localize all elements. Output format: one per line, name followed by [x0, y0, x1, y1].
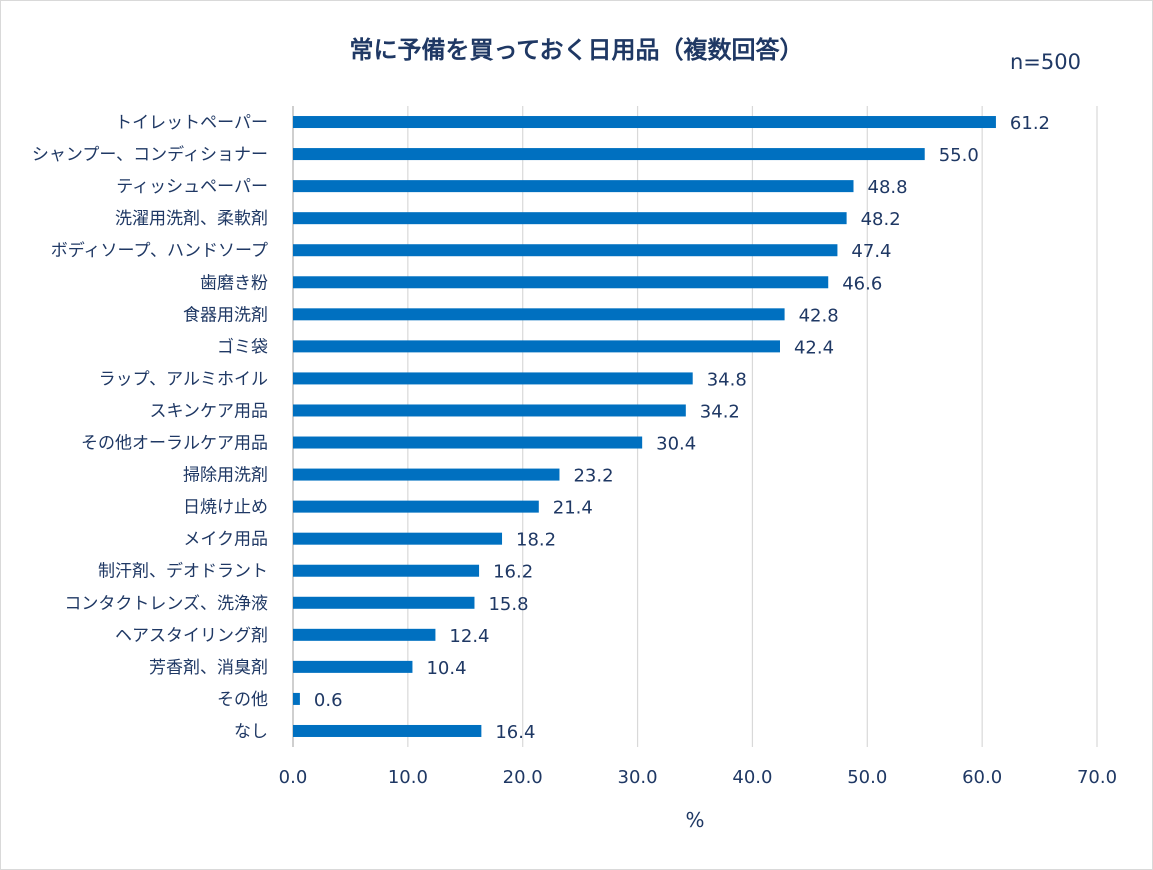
x-tick-label: 0.0: [279, 767, 308, 788]
data-label: 0.6: [314, 690, 343, 711]
data-label: 61.2: [1010, 113, 1050, 134]
category-label: コンタクトレンズ、洗浄液: [64, 594, 268, 614]
bar: [293, 596, 475, 609]
category-label: 食器用洗剤: [183, 305, 268, 325]
data-label: 12.4: [449, 626, 489, 647]
category-label: 洗濯用洗剤、柔軟剤: [115, 209, 268, 229]
bar: [293, 308, 785, 321]
sample-size-annotation: n=500: [1010, 50, 1081, 74]
data-label: 21.4: [553, 498, 593, 519]
x-tick-label: 10.0: [388, 767, 428, 788]
category-label: ボディソープ、ハンドソープ: [51, 240, 268, 261]
data-label: 48.2: [861, 209, 901, 230]
bar: [293, 244, 838, 257]
chart-title: 常に予備を買っておく日用品（複数回答）: [349, 36, 804, 64]
x-tick-label: 50.0: [847, 767, 887, 788]
bar: [293, 500, 539, 513]
data-label: 46.6: [842, 273, 882, 294]
data-label: 15.8: [488, 594, 528, 615]
category-label: 日焼け止め: [183, 498, 268, 518]
data-label: 47.4: [851, 241, 891, 262]
category-label: ヘアスタイリング剤: [115, 626, 268, 646]
x-tick-label: 60.0: [962, 767, 1002, 788]
data-label: 55.0: [939, 145, 979, 166]
x-tick-label: 30.0: [618, 767, 658, 788]
data-label: 34.8: [707, 369, 747, 390]
category-label: トイレットペーパー: [115, 113, 268, 133]
bar: [293, 628, 436, 641]
category-label: 芳香剤、消臭剤: [149, 658, 268, 678]
bar: [293, 724, 482, 737]
data-label: 10.4: [426, 658, 466, 679]
category-label: シャンプー、コンディショナー: [32, 144, 268, 165]
bar: [293, 532, 503, 545]
x-tick-label: 20.0: [503, 767, 543, 788]
bar: [293, 404, 686, 417]
bar: [293, 340, 780, 353]
category-label: ラップ、アルミホイル: [99, 369, 268, 389]
bar: [293, 660, 413, 673]
bar: [293, 468, 560, 481]
category-label: その他: [217, 690, 268, 710]
data-label: 23.2: [573, 466, 613, 487]
data-label: 42.8: [799, 305, 839, 326]
data-label: 18.2: [516, 530, 556, 551]
bar: [293, 212, 847, 225]
bar: [293, 564, 480, 577]
x-axis-label: %: [685, 808, 705, 832]
bar: [293, 692, 300, 705]
data-label: 30.4: [656, 434, 696, 455]
data-label: 48.8: [868, 177, 908, 198]
bar: [293, 372, 693, 385]
category-label: ティッシュペーパー: [116, 177, 268, 197]
category-label: 掃除用洗剤: [183, 466, 268, 486]
data-label: 16.2: [493, 562, 533, 583]
x-tick-label: 70.0: [1077, 767, 1117, 788]
bar: [293, 436, 643, 449]
data-label: 34.2: [700, 401, 740, 422]
x-tick-label: 40.0: [732, 767, 772, 788]
bar: [293, 116, 996, 129]
category-label: 歯磨き粉: [200, 273, 268, 293]
data-label: 42.4: [794, 337, 834, 358]
data-label: 16.4: [495, 722, 535, 743]
category-label: なし: [234, 722, 268, 742]
bar: [293, 148, 925, 161]
category-label: ゴミ袋: [217, 336, 268, 357]
category-label: スキンケア用品: [150, 401, 269, 421]
category-label: その他オーラルケア用品: [81, 434, 268, 454]
bar: [293, 180, 854, 193]
category-label: メイク用品: [183, 530, 268, 550]
bar: [293, 276, 829, 289]
category-label: 制汗剤、デオドラント: [98, 561, 268, 582]
